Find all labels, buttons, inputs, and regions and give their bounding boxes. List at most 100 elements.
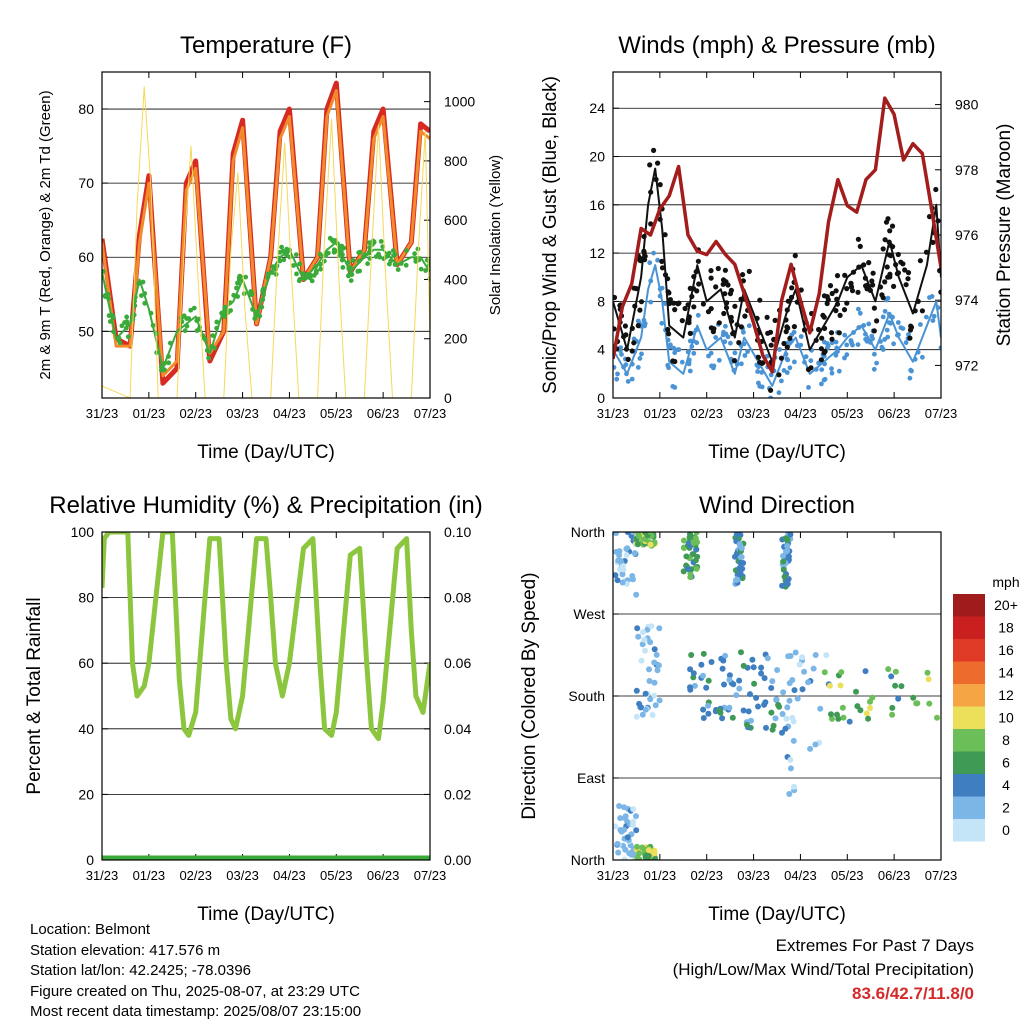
series-gust-point bbox=[836, 330, 842, 336]
series-gust-point bbox=[768, 387, 774, 393]
direction-point bbox=[782, 548, 789, 555]
direction-point bbox=[705, 677, 712, 684]
series-gust-point bbox=[877, 284, 884, 290]
x-tick-label: 02/23 bbox=[179, 868, 212, 883]
series-gust-point bbox=[813, 337, 819, 343]
series-wind-point bbox=[829, 370, 835, 376]
direction-point bbox=[654, 667, 661, 674]
series-gust-point bbox=[870, 270, 876, 276]
series-wind-point bbox=[666, 365, 671, 371]
series-gust-point bbox=[738, 324, 745, 330]
series-2m-td-point bbox=[158, 364, 164, 370]
series-2m-td-point bbox=[277, 249, 283, 255]
y-tick-label: 8 bbox=[597, 293, 605, 309]
series-gust-point bbox=[869, 278, 875, 284]
direction-point bbox=[799, 686, 806, 693]
series-gust-point bbox=[629, 325, 635, 331]
series-gust-point bbox=[700, 301, 707, 307]
series-2m-td bbox=[102, 241, 430, 370]
y-tick-label: 80 bbox=[78, 590, 94, 606]
series-wind-point bbox=[732, 350, 738, 356]
series-2m-td-point bbox=[234, 285, 239, 291]
series-2m-td-point bbox=[340, 265, 346, 270]
series-gust-point bbox=[870, 282, 876, 288]
series-gust-point bbox=[686, 320, 692, 326]
series-gust-point bbox=[764, 314, 770, 320]
direction-point bbox=[629, 573, 636, 579]
y-tick-label: West bbox=[573, 606, 605, 622]
series-wind-point bbox=[739, 361, 744, 367]
series-wind-point bbox=[935, 305, 941, 311]
series-wind-point bbox=[657, 286, 663, 292]
series-wind-point bbox=[895, 320, 901, 325]
series-gust-point bbox=[888, 253, 894, 259]
direction-point bbox=[738, 545, 745, 552]
direction-point bbox=[910, 694, 917, 701]
direction-point bbox=[656, 625, 663, 632]
series-gust-point bbox=[783, 317, 789, 323]
series-2m-td-point bbox=[294, 271, 299, 277]
y-tick-label: 50 bbox=[78, 323, 94, 339]
series-2m-td-point bbox=[348, 278, 354, 283]
series-2m-td-point bbox=[345, 260, 351, 265]
legend-label: 18 bbox=[998, 620, 1014, 636]
series-wind-point bbox=[929, 294, 935, 299]
series-2m-td-point bbox=[317, 262, 323, 267]
series-gust-point bbox=[882, 237, 888, 243]
series-gust-point bbox=[912, 308, 918, 314]
direction-point bbox=[791, 687, 798, 694]
direction-point bbox=[635, 633, 642, 640]
series-gust-point bbox=[687, 285, 693, 291]
series-gust-point bbox=[746, 268, 752, 274]
series-gust-point bbox=[629, 348, 635, 354]
x-tick-label: 31/23 bbox=[86, 868, 119, 883]
direction-point bbox=[867, 698, 873, 705]
legend-label: 4 bbox=[1002, 777, 1010, 793]
series-gust-point bbox=[850, 269, 857, 275]
series-2m-td-point bbox=[214, 319, 220, 325]
series-gust-point bbox=[655, 160, 661, 166]
direction-point bbox=[812, 652, 819, 658]
y2-tick-label: 980 bbox=[955, 97, 979, 113]
series-gust-point bbox=[662, 232, 668, 238]
series-wind-point bbox=[655, 257, 660, 263]
direction-point bbox=[720, 657, 727, 664]
direction-point bbox=[685, 540, 692, 547]
series-2m-td-point bbox=[131, 312, 137, 318]
series-wind-point bbox=[844, 342, 850, 348]
series-gust-point bbox=[723, 279, 729, 285]
series-2m-td-point bbox=[331, 247, 337, 253]
series-gust-point bbox=[893, 262, 899, 268]
series-2m-td-point bbox=[350, 258, 356, 263]
series-2m-td-point bbox=[111, 329, 116, 335]
direction-point bbox=[780, 558, 787, 565]
series-2m-td-point bbox=[110, 313, 115, 318]
series-wind-point bbox=[647, 260, 653, 266]
series-wind-point bbox=[651, 250, 656, 256]
series-gust-point bbox=[863, 283, 869, 289]
x-tick-label: 03/23 bbox=[737, 406, 770, 421]
x-tick-label: 03/23 bbox=[226, 406, 259, 421]
figure-created: Figure created on Thu, 2025-08-07, at 23… bbox=[30, 982, 360, 1000]
series-2m-td-point bbox=[260, 297, 266, 303]
series-2m-td-point bbox=[167, 340, 173, 346]
series-wind-point bbox=[665, 337, 671, 343]
x-axis-label: Time (Day/UTC) bbox=[708, 442, 846, 463]
series-2m-td-point bbox=[191, 305, 197, 311]
direction-point bbox=[867, 705, 873, 711]
series-gust-point bbox=[647, 162, 653, 168]
y-tick-label: North bbox=[571, 852, 605, 868]
series-gust-point bbox=[827, 283, 834, 289]
series-2m-td-point bbox=[243, 274, 249, 280]
series-2m-td-point bbox=[132, 298, 137, 304]
direction-point bbox=[787, 532, 794, 538]
direction-point bbox=[801, 668, 808, 675]
series-gust-point bbox=[844, 286, 850, 292]
series-2m-td-point bbox=[386, 250, 392, 256]
series-wind-point bbox=[851, 330, 856, 335]
direction-point bbox=[763, 724, 769, 731]
x-tick-label: 02/23 bbox=[179, 406, 212, 421]
direction-point bbox=[898, 683, 905, 690]
y2-tick-label: 0.08 bbox=[444, 590, 471, 606]
series-2m-td-point bbox=[188, 307, 194, 313]
